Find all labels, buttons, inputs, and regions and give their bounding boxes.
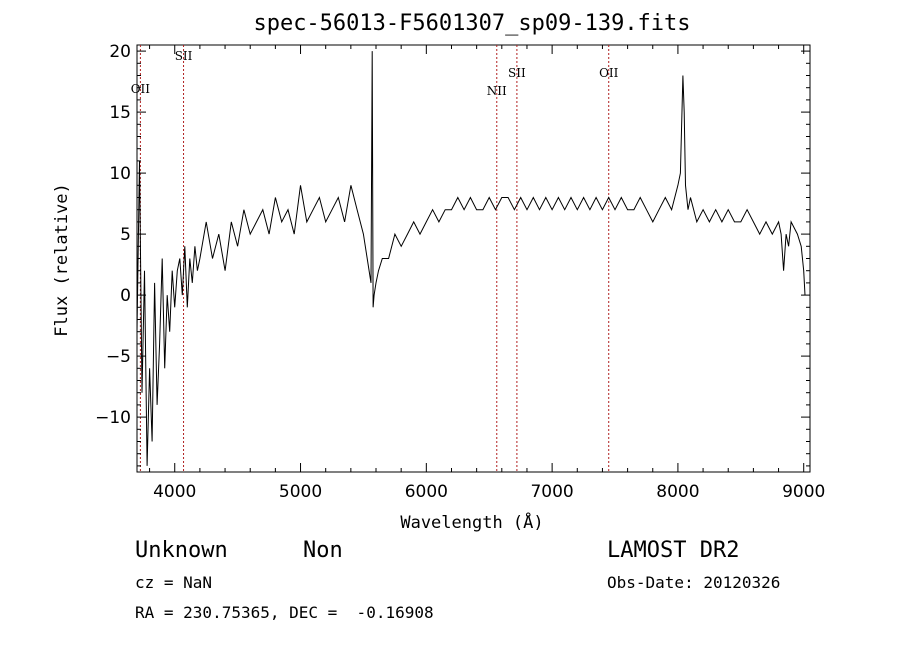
emission-line-label: OII	[599, 66, 619, 80]
emission-line-label: SII	[175, 49, 193, 63]
x-axis-label: Wavelength (Å)	[400, 511, 543, 533]
x-tick-label: 7000	[530, 482, 573, 502]
y-tick-label: 0	[120, 286, 131, 306]
x-tick-label: 6000	[405, 482, 448, 502]
chart-title: spec-56013-F5601307_sp09-139.fits	[253, 11, 690, 36]
y-tick-label: 5	[120, 225, 131, 245]
survey-label: LAMOST DR2	[607, 538, 740, 563]
emission-line-label: OII	[131, 82, 151, 96]
x-tick-label: 5000	[279, 482, 322, 502]
emission-line-label: SII	[508, 66, 526, 80]
coordinates-label: RA = 230.75365, DEC = -0.16908	[135, 603, 434, 622]
x-tick-label: 9000	[782, 482, 825, 502]
y-tick-label: 10	[109, 164, 131, 184]
spectrum-line	[136, 51, 806, 466]
spectral-class: Unknown	[135, 538, 228, 563]
spectral-subclass: Non	[303, 538, 343, 563]
y-tick-label: 20	[109, 42, 131, 62]
y-tick-label: −5	[106, 347, 131, 367]
y-tick-label: −10	[95, 408, 131, 428]
axis-ticks: 4000 5000 6000 7000 8000 9000 −10 −5 0 5 10 15 20	[95, 42, 825, 502]
spectrum-chart: spec-56013-F5601307_sp09-139.fits OII SII…	[52, 11, 825, 533]
series-group	[136, 51, 806, 466]
redshift-label: cz = NaN	[135, 573, 213, 592]
obs-date-label: Obs-Date: 20120326	[607, 573, 781, 592]
emission-line-label: NII	[487, 84, 507, 98]
y-tick-label: 15	[109, 103, 131, 123]
y-axis-label: Flux (relative)	[52, 183, 72, 337]
x-tick-label: 8000	[656, 482, 699, 502]
x-tick-label: 4000	[153, 482, 196, 502]
plot-frame	[136, 44, 811, 473]
